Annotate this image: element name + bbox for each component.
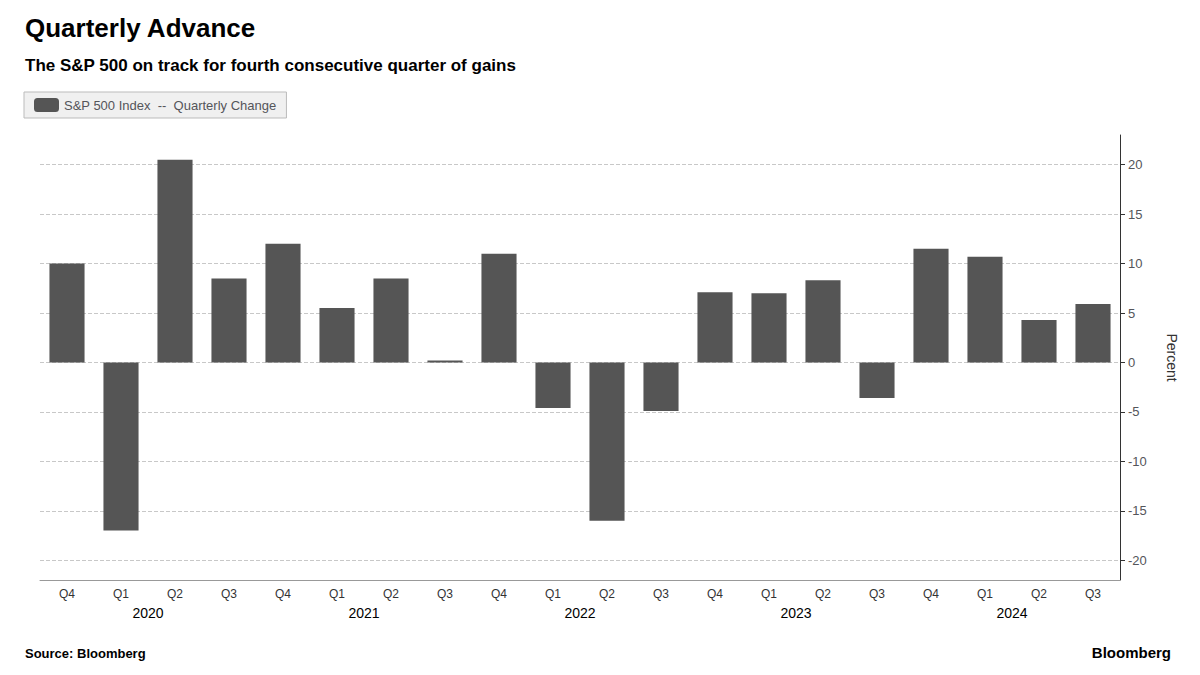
svg-text:20: 20 (1128, 157, 1142, 172)
svg-text:2020: 2020 (132, 605, 163, 621)
svg-text:2022: 2022 (564, 605, 595, 621)
svg-text:Bloomberg: Bloomberg (1092, 644, 1171, 661)
svg-text:Q2: Q2 (167, 587, 183, 601)
svg-text:2023: 2023 (780, 605, 811, 621)
svg-text:Q2: Q2 (599, 587, 615, 601)
svg-text:Q3: Q3 (221, 587, 237, 601)
svg-text:2024: 2024 (996, 605, 1027, 621)
svg-text:0: 0 (1128, 355, 1135, 370)
svg-text:Q1: Q1 (761, 587, 777, 601)
svg-text:Percent: Percent (1164, 333, 1180, 381)
svg-text:Q4: Q4 (275, 587, 291, 601)
svg-text:Source: Bloomberg: Source: Bloomberg (25, 646, 146, 661)
svg-text:Q3: Q3 (653, 587, 669, 601)
svg-text:Q3: Q3 (437, 587, 453, 601)
svg-text:-5: -5 (1128, 404, 1140, 419)
svg-text:Q4: Q4 (707, 587, 723, 601)
svg-text:Q1: Q1 (977, 587, 993, 601)
svg-text:Q2: Q2 (1031, 587, 1047, 601)
svg-text:Q4: Q4 (923, 587, 939, 601)
svg-text:S&P 500 Index -- Quarterly C: S&P 500 Index -- Quarterly Change (64, 98, 276, 113)
svg-text:5: 5 (1128, 306, 1135, 321)
svg-text:Q3: Q3 (869, 587, 885, 601)
svg-text:The S&P 500 on track for fourt: The S&P 500 on track for fourth consecut… (25, 56, 516, 75)
svg-text:Q1: Q1 (113, 587, 129, 601)
svg-text:2021: 2021 (348, 605, 379, 621)
svg-text:15: 15 (1128, 207, 1142, 222)
svg-text:Q2: Q2 (383, 587, 399, 601)
svg-text:-10: -10 (1128, 454, 1147, 469)
svg-text:Q4: Q4 (491, 587, 507, 601)
svg-text:-20: -20 (1128, 553, 1147, 568)
svg-text:Quarterly Advance: Quarterly Advance (25, 13, 255, 43)
svg-text:10: 10 (1128, 256, 1142, 271)
svg-text:Q3: Q3 (1085, 587, 1101, 601)
svg-text:Q4: Q4 (59, 587, 75, 601)
svg-text:-15: -15 (1128, 503, 1147, 518)
svg-text:Q2: Q2 (815, 587, 831, 601)
svg-text:Q1: Q1 (545, 587, 561, 601)
svg-text:Q1: Q1 (329, 587, 345, 601)
